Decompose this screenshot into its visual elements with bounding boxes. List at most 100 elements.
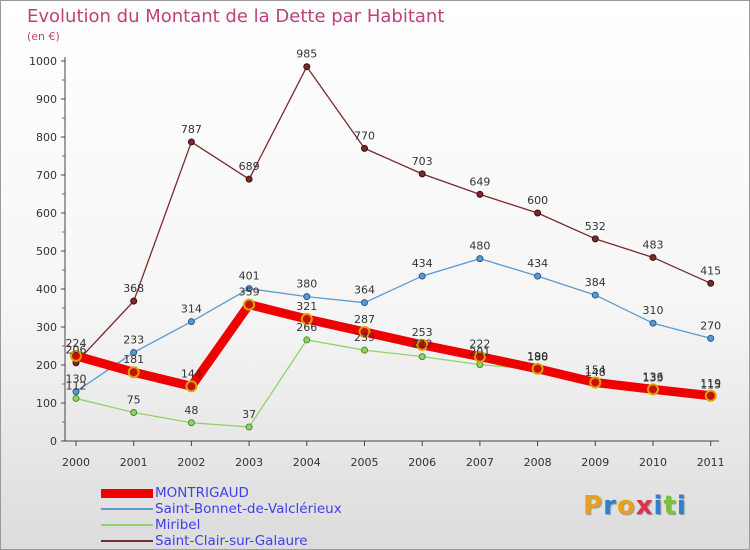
data-label: 287 xyxy=(354,313,375,326)
y-tick-label: 200 xyxy=(36,359,57,372)
data-label: 359 xyxy=(239,286,260,299)
data-label: 119 xyxy=(700,377,721,390)
data-point xyxy=(130,409,138,416)
data-label: 483 xyxy=(643,238,664,251)
data-label: 37 xyxy=(242,408,256,421)
data-label: 985 xyxy=(296,48,317,61)
data-point xyxy=(534,209,542,217)
x-tick-label: 2008 xyxy=(524,456,552,469)
data-label: 770 xyxy=(354,129,375,142)
data-label: 380 xyxy=(296,278,317,291)
data-point xyxy=(243,298,256,311)
y-tick-label: 300 xyxy=(36,321,57,334)
data-point xyxy=(591,291,599,299)
data-label: 136 xyxy=(643,370,664,383)
x-tick-label: 2004 xyxy=(293,456,321,469)
data-point xyxy=(303,336,311,344)
chart-title: Evolution du Montant de la Dette par Hab… xyxy=(27,6,445,27)
data-point xyxy=(591,235,599,243)
data-point xyxy=(303,63,311,71)
data-label: 703 xyxy=(412,155,433,168)
data-label: 364 xyxy=(354,284,375,297)
data-label: 480 xyxy=(469,240,490,253)
data-point xyxy=(476,190,484,198)
data-point xyxy=(245,285,253,293)
data-label: 188 xyxy=(527,351,548,364)
legend-label-montrigaud: MONTRIGAUD xyxy=(155,485,249,501)
unit-label: (en €) xyxy=(27,30,60,43)
x-tick-label: 2010 xyxy=(639,456,667,469)
data-label: 115 xyxy=(700,378,721,391)
x-tick-label: 2006 xyxy=(408,456,436,469)
x-tick-label: 2011 xyxy=(697,456,725,469)
legend-swatch-saint-clair xyxy=(101,540,153,542)
data-point xyxy=(361,144,368,152)
x-tick-label: 2007 xyxy=(466,456,494,469)
x-tick-label: 2003 xyxy=(235,456,263,469)
y-tick-label: 500 xyxy=(36,245,57,258)
data-point xyxy=(187,138,195,146)
data-label: 270 xyxy=(700,319,721,332)
x-tick-label: 2005 xyxy=(351,456,379,469)
series-line-0 xyxy=(71,300,716,401)
data-point xyxy=(649,253,657,261)
data-label: 112 xyxy=(66,379,87,392)
data-point xyxy=(589,376,602,389)
data-label: 415 xyxy=(700,264,721,277)
data-point xyxy=(707,279,715,287)
data-label: 154 xyxy=(585,363,606,376)
series-line-3 xyxy=(75,66,712,364)
data-point xyxy=(647,383,659,396)
data-point xyxy=(361,346,368,354)
data-point xyxy=(416,338,429,351)
data-label: 434 xyxy=(527,257,548,270)
data-label: 222 xyxy=(412,338,433,351)
data-label: 48 xyxy=(184,404,198,417)
data-label: 314 xyxy=(181,303,202,316)
y-tick-label: 0 xyxy=(50,435,57,448)
data-point xyxy=(187,318,195,326)
y-tick-label: 900 xyxy=(36,93,57,106)
data-point xyxy=(534,272,542,280)
y-tick-label: 100 xyxy=(36,397,57,410)
legend-label-saint-bonnet: Saint-Bonnet-de-Valclérieux xyxy=(155,501,342,517)
data-point xyxy=(187,419,195,427)
data-label: 181 xyxy=(123,353,144,366)
data-point xyxy=(358,325,371,338)
data-label: 310 xyxy=(643,304,664,317)
proxiti-logo: Proxiti xyxy=(583,491,687,521)
y-tick-label: 800 xyxy=(36,131,57,144)
data-label: 649 xyxy=(469,175,490,188)
data-point xyxy=(245,423,253,431)
legend-swatch-montrigaud xyxy=(101,489,153,498)
data-point xyxy=(649,319,657,327)
data-label: 133 xyxy=(643,371,664,384)
data-label: 201 xyxy=(469,346,490,359)
x-tick-label: 2000 xyxy=(62,456,90,469)
data-point xyxy=(473,350,486,363)
data-label: 321 xyxy=(296,300,317,313)
series-line-1 xyxy=(75,257,712,393)
x-tick-label: 2002 xyxy=(177,456,205,469)
data-point xyxy=(130,348,138,356)
data-point xyxy=(70,349,82,362)
legend-label-saint-clair: Saint-Clair-sur-Galaure xyxy=(155,533,308,549)
data-point xyxy=(418,170,426,178)
legend-swatch-miribel xyxy=(101,524,153,526)
data-label: 384 xyxy=(585,276,606,289)
data-label: 239 xyxy=(354,331,375,344)
data-label: 787 xyxy=(181,123,202,136)
data-point xyxy=(704,389,717,402)
y-tick-label: 1000 xyxy=(29,55,57,68)
legend-swatch-saint-bonnet xyxy=(101,508,153,510)
data-point xyxy=(531,362,544,375)
y-tick-label: 700 xyxy=(36,169,57,182)
data-point xyxy=(300,313,313,326)
data-label: 689 xyxy=(239,160,260,173)
legend-label-miribel: Miribel xyxy=(155,517,201,533)
data-point xyxy=(707,334,715,342)
data-label: 148 xyxy=(585,366,606,379)
data-label: 434 xyxy=(412,257,433,270)
